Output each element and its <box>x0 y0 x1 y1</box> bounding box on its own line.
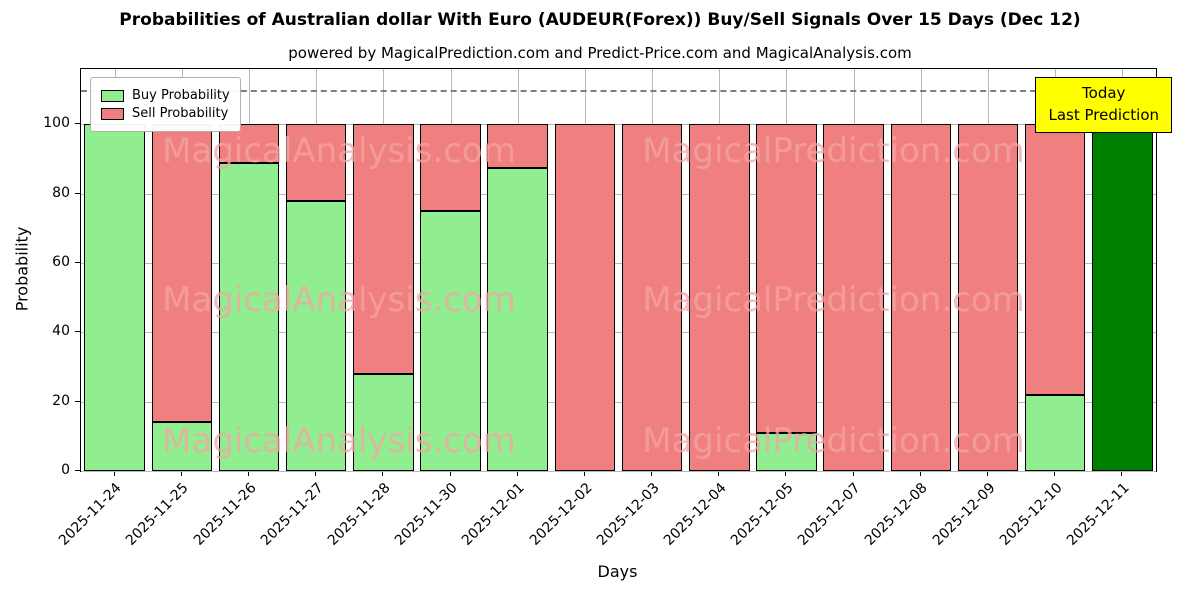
legend-label: Sell Probability <box>132 106 229 121</box>
x-tick-mark <box>516 471 518 476</box>
h-gridline <box>81 332 1156 334</box>
y-tick-mark <box>75 331 80 333</box>
today-annotation-line2: Last Prediction <box>1048 105 1159 124</box>
chart-subtitle: powered by MagicalPrediction.com and Pre… <box>288 44 912 62</box>
y-tick-label: 80 <box>52 184 70 201</box>
h-gridline <box>81 124 1156 126</box>
y-axis-ticks: 0 20 40 60 80 100 <box>0 68 80 478</box>
today-annotation: Today Last Prediction <box>1035 77 1172 133</box>
x-tick-label: 2025-11-27 <box>257 480 327 549</box>
x-tick-label: 2025-12-11 <box>1063 480 1133 549</box>
x-tick-label: 2025-12-04 <box>660 480 730 549</box>
h-gridline <box>81 471 1156 472</box>
y-tick-label: 40 <box>52 323 70 340</box>
bar-sell-segment <box>689 124 750 471</box>
x-axis-ticks: 2025-11-24 2025-11-25 2025-11-26 2025-11-27… <box>56 470 1155 562</box>
dashed-threshold-line <box>81 89 1156 92</box>
bar-sell-segment <box>218 124 280 163</box>
today-annotation-line1: Today <box>1082 84 1126 102</box>
bar-sell-segment <box>756 124 817 433</box>
bar-buy-segment <box>1024 394 1086 471</box>
x-tick-mark <box>180 471 182 476</box>
x-tick-mark <box>718 471 720 476</box>
bar-sell-segment <box>151 124 213 423</box>
y-tick-mark <box>75 470 80 471</box>
chart-title: Probabilities of Australian dollar With … <box>119 10 1081 30</box>
legend-swatch-buy <box>101 89 124 102</box>
bar-buy-segment <box>420 211 481 471</box>
x-tick-label: 2025-12-03 <box>593 480 663 549</box>
y-tick-mark <box>75 262 80 264</box>
y-tick-label: 60 <box>52 254 70 271</box>
x-tick-label: 2025-11-25 <box>123 480 193 549</box>
x-tick-mark <box>113 471 115 476</box>
x-tick-mark <box>919 471 921 476</box>
h-gridline <box>81 401 1156 403</box>
x-tick-mark <box>987 471 989 476</box>
x-tick-mark <box>651 471 653 476</box>
y-tick-mark <box>75 192 80 194</box>
x-tick-label: 2025-12-09 <box>929 480 999 549</box>
y-tick-label: 20 <box>52 392 70 409</box>
x-tick-label: 2025-12-10 <box>996 480 1066 549</box>
x-tick-mark <box>1121 471 1123 476</box>
bar-buy-segment <box>353 373 414 471</box>
bar-sell-segment <box>957 124 1019 471</box>
x-tick-label: 2025-12-07 <box>795 480 864 549</box>
bar-buy-segment <box>285 200 347 471</box>
bar-buy-segment <box>487 167 548 471</box>
bar-buy-segment <box>84 124 145 471</box>
bar-sell-segment <box>285 124 347 201</box>
x-tick-mark <box>315 471 317 476</box>
x-axis-label: Days <box>597 562 638 581</box>
x-tick-mark <box>449 471 451 476</box>
bar-buy-segment <box>218 162 280 471</box>
bar-buy-segment <box>151 422 213 471</box>
y-tick-label: 100 <box>43 115 70 132</box>
x-tick-label: 2025-11-30 <box>391 480 461 549</box>
x-tick-mark <box>583 471 585 476</box>
legend: Buy Probability Sell Probability <box>90 77 241 132</box>
x-tick-mark <box>1054 471 1056 476</box>
legend-item: Sell Probability <box>101 106 230 121</box>
x-tick-label: 2025-11-24 <box>56 480 125 549</box>
h-gridline <box>81 263 1156 265</box>
bar-sell-segment <box>1024 124 1086 395</box>
x-tick-mark <box>852 471 854 476</box>
bar-sell-segment <box>420 124 481 212</box>
bar-sell-segment <box>353 124 414 374</box>
h-gridline <box>81 193 1156 195</box>
plot-area: Buy Probability Sell Probability Today La… <box>80 68 1172 472</box>
bar-sell-segment <box>823 124 884 471</box>
bar-sell-segment <box>890 124 952 471</box>
x-tick-label: 2025-12-05 <box>727 480 797 549</box>
x-tick-mark <box>382 471 384 476</box>
legend-item: Buy Probability <box>101 88 230 103</box>
bar-sell-segment <box>554 124 616 471</box>
y-tick-mark <box>75 400 80 402</box>
x-tick-label: 2025-12-02 <box>526 480 596 549</box>
bar-sell-segment <box>621 124 683 471</box>
bar-sell-segment <box>487 124 548 168</box>
legend-label: Buy Probability <box>132 88 230 103</box>
y-tick-label: 0 <box>61 462 70 478</box>
x-tick-mark <box>247 471 249 476</box>
bar-buy-segment <box>756 432 817 471</box>
bar-buy-segment <box>1092 124 1153 471</box>
y-tick-mark <box>75 123 80 125</box>
x-tick-label: 2025-12-08 <box>862 480 932 549</box>
x-tick-label: 2025-11-26 <box>190 480 260 549</box>
x-tick-label: 2025-12-01 <box>459 480 529 549</box>
legend-swatch-sell <box>101 107 124 120</box>
x-tick-label: 2025-11-28 <box>324 480 394 549</box>
x-tick-mark <box>785 471 787 476</box>
